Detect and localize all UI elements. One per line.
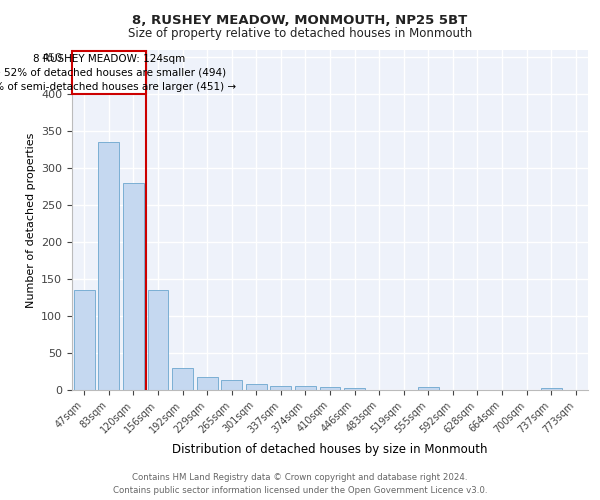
Bar	[295, 386, 316, 390]
Bar	[197, 376, 218, 390]
Text: Size of property relative to detached houses in Monmouth: Size of property relative to detached ho…	[128, 28, 472, 40]
Bar	[98, 142, 119, 390]
Bar	[541, 388, 562, 390]
Bar	[148, 290, 169, 390]
Bar	[72, 52, 146, 94]
X-axis label: Distribution of detached houses by size in Monmouth: Distribution of detached houses by size …	[172, 443, 488, 456]
Y-axis label: Number of detached properties: Number of detached properties	[26, 132, 35, 308]
Bar	[246, 384, 267, 390]
Bar	[221, 380, 242, 390]
Bar	[271, 386, 292, 390]
Text: 8, RUSHEY MEADOW, MONMOUTH, NP25 5BT: 8, RUSHEY MEADOW, MONMOUTH, NP25 5BT	[133, 14, 467, 27]
Bar	[123, 183, 144, 390]
Bar	[418, 387, 439, 390]
Text: 8 RUSHEY MEADOW: 124sqm: 8 RUSHEY MEADOW: 124sqm	[33, 54, 185, 64]
Bar	[172, 368, 193, 390]
Text: Contains HM Land Registry data © Crown copyright and database right 2024.
Contai: Contains HM Land Registry data © Crown c…	[113, 474, 487, 495]
Bar	[320, 387, 340, 390]
Bar	[344, 388, 365, 390]
Bar	[74, 290, 95, 390]
Text: 48% of semi-detached houses are larger (451) →: 48% of semi-detached houses are larger (…	[0, 82, 236, 92]
Text: ← 52% of detached houses are smaller (494): ← 52% of detached houses are smaller (49…	[0, 68, 226, 78]
